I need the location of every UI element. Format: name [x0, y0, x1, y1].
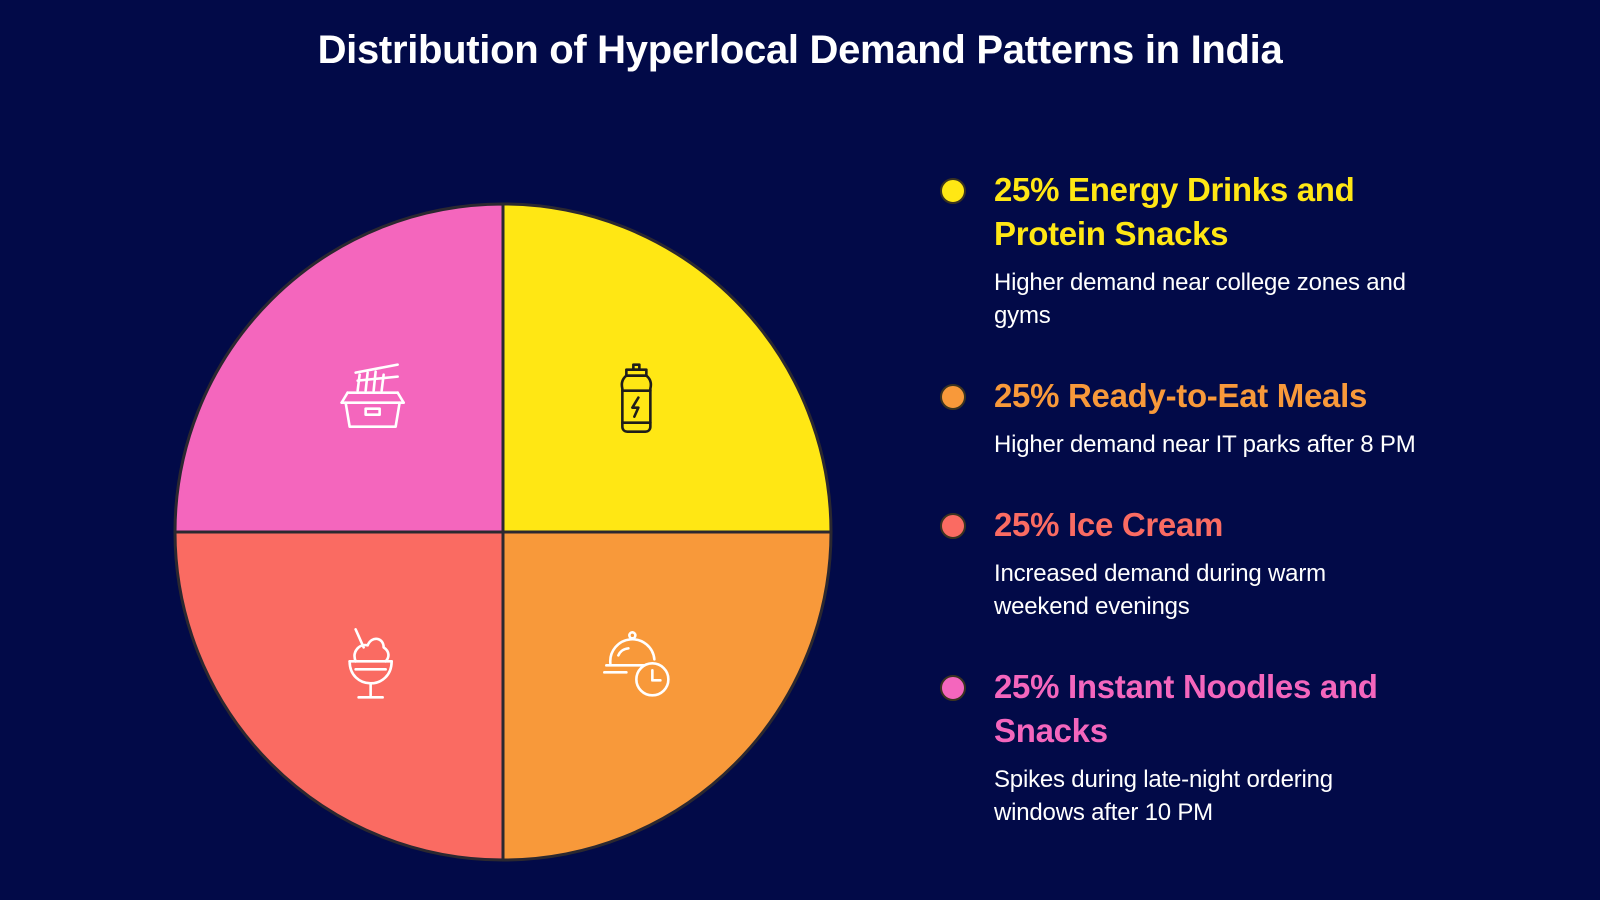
- legend-description: Higher demand near college zones and gym…: [994, 269, 1406, 329]
- legend-item-ice-cream: 25% Ice Cream Increased demand during wa…: [940, 503, 1420, 623]
- legend-dot: [940, 384, 966, 410]
- noodle-box-chopsticks-icon: [340, 363, 405, 428]
- legend-label: 25% Ready-to-Eat Meals: [994, 377, 1368, 414]
- meal-cloche-clock-icon: [603, 631, 670, 697]
- energy-drink-bottle-icon: [620, 363, 653, 433]
- legend-dot: [940, 675, 966, 701]
- pie-slice: [173, 530, 505, 862]
- legend-label: 25% Energy Drinks and Protein Snacks: [994, 171, 1355, 252]
- legend-label: 25% Ice Cream: [994, 506, 1224, 543]
- legend-item-ready-to-eat: 25% Ready-to-Eat Meals Higher demand nea…: [940, 374, 1420, 461]
- pie-slice: [501, 202, 833, 534]
- legend-description: Higher demand near IT parks after 8 PM: [994, 431, 1416, 458]
- legend-dot: [940, 178, 966, 204]
- pie-slice: [501, 530, 833, 862]
- chart-title: Distribution of Hyperlocal Demand Patter…: [317, 28, 1283, 72]
- legend-dot: [940, 513, 966, 539]
- legend-description: Spikes during late-night ordering window…: [994, 766, 1333, 826]
- legend-label: 25% Instant Noodles and Snacks: [994, 668, 1378, 749]
- ice-cream-cup-icon: [348, 628, 393, 699]
- legend-item-energy-drinks: 25% Energy Drinks and Protein Snacks Hig…: [940, 168, 1420, 332]
- legend-item-instant-noodles: 25% Instant Noodles and Snacks Spikes du…: [940, 665, 1420, 829]
- pie-slice: [173, 202, 505, 534]
- legend: 25% Energy Drinks and Protein Snacks Hig…: [940, 168, 1420, 871]
- legend-description: Increased demand during warm weekend eve…: [994, 560, 1326, 620]
